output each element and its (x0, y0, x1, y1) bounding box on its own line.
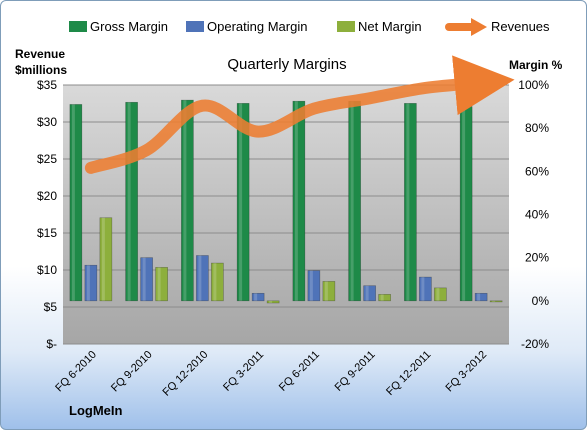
operating-margin-bar (307, 270, 321, 302)
category-label: FQ 3-2012 (444, 349, 490, 395)
net-margin-bar (489, 300, 503, 303)
operating-margin-bar (251, 292, 265, 302)
net-margin-bar-highlight (101, 217, 105, 301)
left-tick-label: $5 (44, 300, 58, 314)
operating-margin-bar (84, 264, 98, 302)
category-label: FQ 3-2011 (221, 349, 266, 394)
category-label: FQ 12-2010 (161, 349, 211, 399)
gross-margin-bar-highlight (350, 101, 354, 301)
operating-margin-bar (474, 292, 488, 302)
operating-margin-bar-highlight (365, 285, 369, 301)
gross-margin-bar-highlight (406, 103, 410, 301)
category-label: FQ 9-2011 (333, 349, 378, 394)
legend-swatch-net-margin (337, 21, 355, 32)
gross-margin-bar-highlight (183, 100, 187, 301)
left-tick-label: $25 (37, 152, 57, 166)
category-label: FQ 6-2010 (53, 349, 99, 395)
gross-margin-bar (125, 101, 138, 302)
operating-margin-bar-highlight (86, 265, 90, 301)
right-tick-label: -20% (521, 337, 549, 351)
gross-margin-bar-highlight (71, 104, 75, 301)
legend-swatch-operating-margin (186, 21, 204, 32)
operating-margin-bar-highlight (477, 293, 481, 301)
net-margin-bar-highlight (213, 263, 217, 301)
right-tick-label: 100% (518, 78, 549, 92)
left-axis-label-line1: Revenue (15, 47, 65, 61)
left-tick-label: $15 (37, 226, 57, 240)
right-axis-ticks: -20% 0% 20% 40% 60% 80% 100% (518, 78, 549, 351)
operating-margin-bar (419, 276, 432, 302)
footer-company-name: LogMeIn (69, 403, 122, 418)
revenues-line (84, 55, 515, 174)
net-margin-bar (434, 287, 447, 302)
right-tick-label: 60% (525, 164, 549, 178)
gross-margin-bar (292, 100, 306, 302)
right-axis-label: Margin % (509, 58, 563, 72)
left-tick-label: $35 (37, 78, 57, 92)
operating-margin-bar-highlight (309, 270, 313, 301)
operating-margin-bar-highlight (421, 277, 425, 301)
left-axis-ticks: $- $5 $10 $15 $20 $25 $30 $35 (37, 78, 57, 351)
operating-margin-bar (196, 255, 209, 302)
net-margin-bar-highlight (380, 294, 384, 301)
net-margin-bar (266, 300, 280, 304)
gross-margin-bar-highlight (127, 102, 131, 301)
legend-revenues-arrow-icon (471, 18, 487, 36)
operating-margin-bar-highlight (198, 255, 202, 301)
gross-margin-bar-highlight (239, 103, 243, 301)
category-label: FQ 9-2010 (109, 349, 155, 395)
gross-margin-bar (236, 103, 250, 302)
net-margin-bar-highlight (269, 300, 273, 303)
net-margin-bar-highlight (157, 267, 161, 301)
gross-margin-bar (181, 99, 194, 302)
right-tick-label: 0% (532, 294, 550, 308)
net-margin-bar (155, 267, 168, 302)
legend-swatch-gross-margin (69, 21, 87, 32)
right-tick-label: 80% (525, 121, 549, 135)
gross-margin-bar-highlight (294, 101, 298, 301)
net-margin-bar (378, 294, 391, 302)
right-tick-label: 20% (525, 251, 549, 265)
operating-margin-bar (140, 257, 153, 302)
chart-title: Quarterly Margins (227, 56, 346, 73)
left-tick-label: $20 (37, 189, 57, 203)
net-margin-bar (322, 281, 336, 302)
net-margin-bar-highlight (492, 300, 496, 302)
category-label: FQ 12-2011 (384, 349, 433, 398)
operating-margin-bar-highlight (254, 293, 258, 301)
bars (69, 99, 503, 304)
gross-margin-bar (69, 104, 83, 302)
category-label: FQ 6-2011 (277, 349, 322, 394)
net-margin-bar (211, 262, 224, 302)
left-axis-label-line2: $millions (15, 63, 67, 77)
left-tick-label: $30 (37, 115, 57, 129)
right-tick-label: 40% (525, 208, 549, 222)
gross-margin-bar (404, 103, 417, 302)
legend-net-margin: Net Margin (358, 19, 422, 34)
net-margin-bar-highlight (324, 281, 328, 301)
legend-operating-margin: Operating Margin (207, 19, 307, 34)
operating-margin-bar-highlight (142, 257, 146, 301)
gross-margin-bar (348, 100, 361, 302)
net-margin-bar-highlight (436, 287, 440, 301)
legend-revenues: Revenues (491, 19, 550, 34)
net-margin-bar (99, 217, 113, 302)
x-axis-ticks: FQ 6-2010 FQ 9-2010 FQ 12-2010 FQ 3-2011 FQ … (53, 349, 489, 399)
legend-gross-margin: Gross Margin (90, 19, 168, 34)
gross-margin-bar (459, 106, 473, 302)
legend: Gross Margin Operating Margin Net Margin… (69, 18, 550, 36)
left-tick-label: $10 (37, 263, 57, 277)
gross-margin-bar-highlight (462, 106, 466, 301)
left-tick-label: $- (46, 337, 57, 351)
operating-margin-bar (363, 285, 376, 302)
